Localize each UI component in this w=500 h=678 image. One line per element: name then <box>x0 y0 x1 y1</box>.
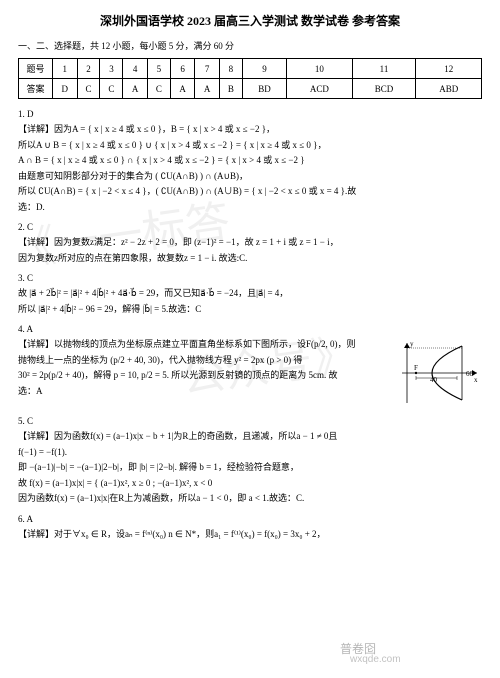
watermark-3: 普卷囵 <box>340 640 376 657</box>
q6-num: 6. A <box>18 514 482 524</box>
ans: B <box>219 79 242 99</box>
section-header: 一、二、选择题，共 12 小题，每小题 5 分，满分 60 分 <box>18 39 482 52</box>
qn: 7 <box>195 59 220 79</box>
q1-num: 1. D <box>18 109 482 119</box>
qn: 3 <box>100 59 123 79</box>
page-title: 深圳外国语学校 2023 届高三入学测试 数学试卷 参考答案 <box>18 12 482 29</box>
qn: 5 <box>147 59 170 79</box>
q1-body: A ∩ B = { x | x ≥ 4 或 x ≤ 0 } ∩ { x | x … <box>18 154 482 168</box>
ans: BCD <box>352 79 416 99</box>
ans: ABD <box>416 79 482 99</box>
fig-label-40: 40 <box>430 376 438 384</box>
q1-body: 所以 ∁U(A∩B) = { x | −2 < x ≤ 4 }，( ∁U(A∩B… <box>18 185 482 199</box>
qn: 4 <box>123 59 148 79</box>
answer-label: 答案 <box>19 79 53 99</box>
ans: C <box>100 79 123 99</box>
q4-num: 4. A <box>18 324 482 334</box>
fig-label-60: 60 <box>466 370 474 378</box>
q3-body: 故 |a⃗ + 2b⃗|² = |a⃗|² + 4|b⃗|² + 4a⃗·b⃗ … <box>18 287 482 301</box>
q5-num: 5. C <box>18 416 482 426</box>
q1-body: 选：D. <box>18 201 482 215</box>
qn: 9 <box>242 59 286 79</box>
fig-label-y: y <box>410 340 414 348</box>
q3-body: 所以 |a⃗|² + 4|b⃗|² − 96 = 29，解得 |b⃗| = 5.… <box>18 303 482 317</box>
ans: A <box>170 79 195 99</box>
table-row: 答案 D C C A C A A B BD ACD BCD ABD <box>19 79 482 99</box>
fig-label-F: F <box>414 364 418 372</box>
qn: 2 <box>77 59 100 79</box>
q5-body: 故 f(x) = (a−1)x|x| = { (a−1)x², x ≥ 0 ; … <box>18 477 482 491</box>
ans: BD <box>242 79 286 99</box>
ans: C <box>147 79 170 99</box>
q1-body: 【详解】因为A = { x | x ≥ 4 或 x ≤ 0 }，B = { x … <box>18 123 482 137</box>
ans: A <box>123 79 148 99</box>
row-label: 题号 <box>19 59 53 79</box>
ans: C <box>77 79 100 99</box>
q5-body: 即 −(a−1)|−b| = −(a−1)|2−b|，即 |b| = |2−b|… <box>18 461 482 475</box>
q1-body: 由题意可知阴影部分对于的集合为 ( ∁U(A∩B) ) ∩ (A∪B)， <box>18 170 482 184</box>
q4-body: 抛物线上一点的坐标为 (p/2 + 40, 30)，代入抛物线方程 y² = 2… <box>18 354 386 368</box>
qn: 12 <box>416 59 482 79</box>
qn: 6 <box>170 59 195 79</box>
q5-body: 【详解】因为函数f(x) = (a−1)x|x − b + 1|为R上的奇函数，… <box>18 430 482 444</box>
qn: 1 <box>53 59 78 79</box>
ans: ACD <box>287 79 352 99</box>
q5-body: f(−1) = −f(1). <box>18 446 482 460</box>
q3-num: 3. C <box>18 273 482 283</box>
q4-body: 30² = 2p(p/2 + 40)，解得 p = 10, p/2 = 5. 所… <box>18 369 386 383</box>
q4-body: 选：A <box>18 385 386 399</box>
qn: 10 <box>287 59 352 79</box>
watermark-4: wxqde.com <box>350 654 401 665</box>
qn: 8 <box>219 59 242 79</box>
answer-table: 题号 1 2 3 4 5 6 7 8 9 10 11 12 答案 D C C A… <box>18 58 482 99</box>
q2-body: 【详解】因为复数z满足：z² − 2z + 2 = 0，即 (z−1)² = −… <box>18 236 482 250</box>
ans: A <box>195 79 220 99</box>
table-row: 题号 1 2 3 4 5 6 7 8 9 10 11 12 <box>19 59 482 79</box>
fig-label-x: x <box>474 376 478 384</box>
q1-body: 所以A ∪ B = { x | x ≥ 4 或 x ≤ 0 } ∪ { x | … <box>18 139 482 153</box>
ans: D <box>53 79 78 99</box>
q4-body: 【详解】以抛物线的顶点为坐标原点建立平面直角坐标系如下图所示，设F(p/2, 0… <box>18 338 386 352</box>
q5-body: 因为函数f(x) = (a−1)x|x|在R上为减函数，所以a − 1 < 0，… <box>18 492 482 506</box>
qn: 11 <box>352 59 416 79</box>
q2-body: 因为复数z所对应的点在第四象限，故复数z = 1 − i. 故选:C. <box>18 252 482 266</box>
q4-figure: F y x 40 60 <box>392 338 482 408</box>
q6-body: 【详解】对于∀x₀ ∈ R，设aₙ = f⁽ⁿ⁾(x₀) n ∈ N*，则a₁ … <box>18 528 482 542</box>
q2-num: 2. C <box>18 222 482 232</box>
